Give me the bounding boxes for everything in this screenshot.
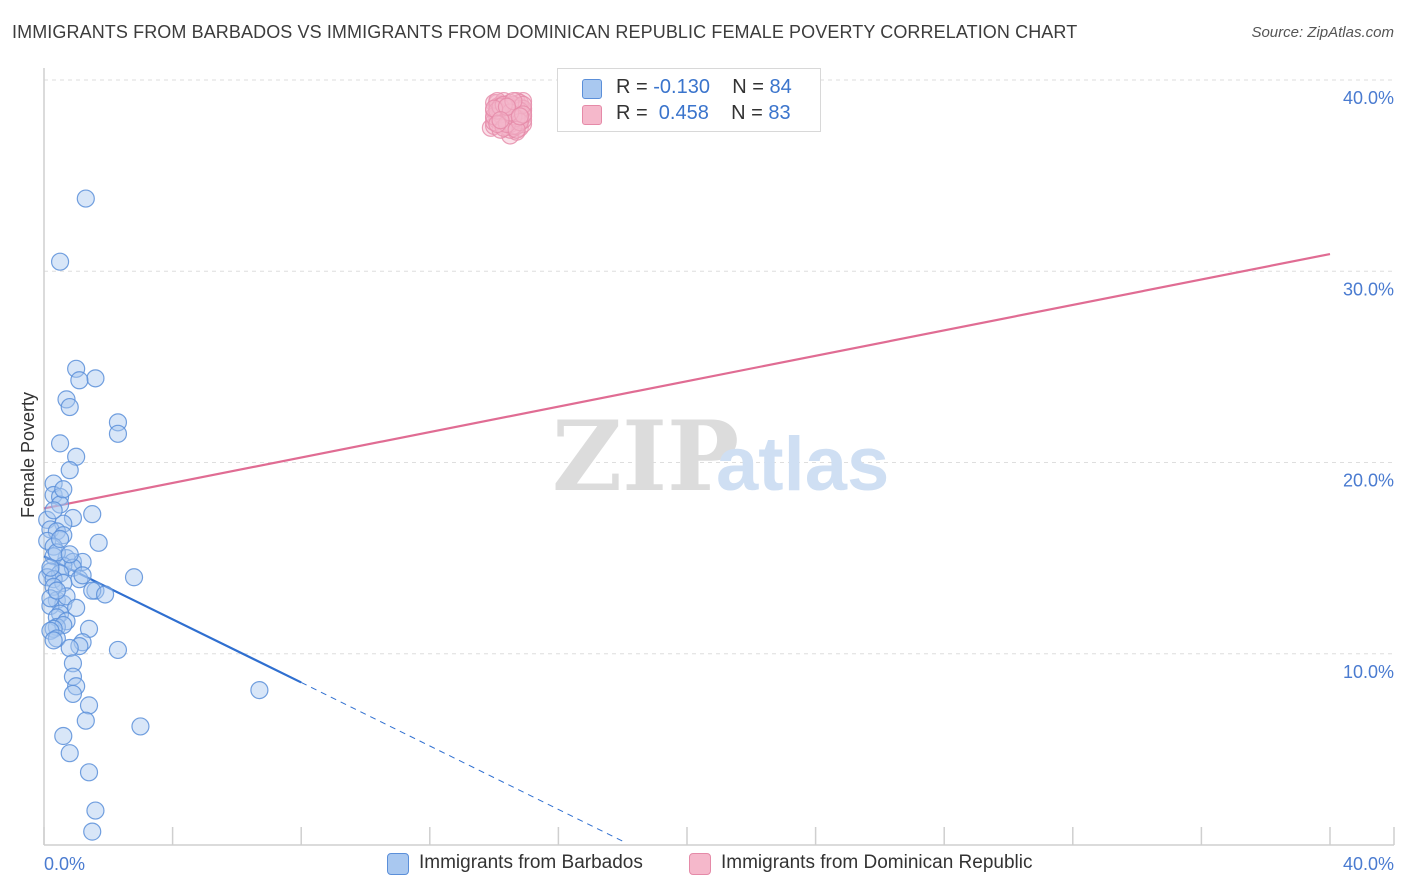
point-barbados bbox=[86, 369, 105, 388]
point-barbados bbox=[60, 461, 79, 480]
point-barbados bbox=[60, 397, 79, 417]
point-barbados bbox=[60, 545, 79, 564]
point-dominican-republic bbox=[513, 105, 533, 124]
point-barbados bbox=[250, 680, 269, 700]
r-value: -0.130 bbox=[653, 76, 710, 98]
point-barbados bbox=[70, 371, 89, 390]
axes bbox=[43, 68, 1395, 846]
point-barbados bbox=[54, 480, 73, 499]
point-barbados bbox=[83, 822, 102, 841]
x-tick-label: 0.0% bbox=[44, 854, 85, 874]
point-barbados bbox=[47, 629, 66, 648]
point-barbados bbox=[47, 581, 66, 600]
y-tick-label: 30.0% bbox=[1343, 279, 1394, 299]
point-barbados bbox=[124, 568, 144, 587]
dominican-swatch bbox=[689, 853, 711, 875]
trend-line-barbados bbox=[43, 555, 302, 684]
point-barbados bbox=[44, 501, 63, 520]
legend-label: Immigrants from Barbados bbox=[419, 852, 643, 873]
point-barbados bbox=[67, 598, 86, 617]
barbados-swatch bbox=[582, 79, 602, 99]
point-barbados bbox=[67, 359, 86, 378]
point-barbados bbox=[86, 801, 105, 820]
legend-label: Immigrants from Dominican Republic bbox=[721, 852, 1033, 873]
n-label: N = bbox=[732, 76, 770, 98]
point-barbados bbox=[50, 252, 70, 271]
point-barbados bbox=[76, 189, 95, 208]
point-barbados bbox=[41, 596, 60, 616]
point-barbados bbox=[83, 505, 102, 524]
point-barbados bbox=[41, 558, 60, 577]
trend-line-barbados-extension bbox=[300, 681, 623, 842]
point-barbados bbox=[38, 568, 57, 587]
chart-title: IMMIGRANTS FROM BARBADOS VS IMMIGRANTS F… bbox=[12, 22, 1078, 42]
stats-text: R = 0.458 N = 83 bbox=[616, 102, 791, 125]
point-barbados bbox=[108, 424, 128, 443]
point-barbados bbox=[44, 485, 63, 505]
point-dominican-republic bbox=[507, 120, 526, 139]
series-barbados-points bbox=[38, 189, 269, 841]
watermark-atlas: atlas bbox=[716, 422, 889, 507]
n-value: 83 bbox=[768, 102, 791, 124]
source-credit: Source: ZipAtlas.com bbox=[1251, 24, 1394, 41]
point-barbados bbox=[60, 744, 79, 763]
y-tick-label: 20.0% bbox=[1343, 471, 1394, 491]
point-barbados bbox=[108, 640, 128, 660]
dominican-swatch bbox=[582, 105, 602, 125]
point-barbados bbox=[54, 726, 73, 746]
y-tick-label: 10.0% bbox=[1343, 662, 1394, 682]
trend-lines bbox=[43, 252, 1331, 842]
point-barbados bbox=[63, 684, 83, 704]
stats-text: R = -0.130 N = 84 bbox=[616, 76, 792, 99]
point-barbados bbox=[76, 711, 95, 730]
point-barbados bbox=[73, 566, 92, 585]
legend: Immigrants from Barbados Immigrants from… bbox=[0, 850, 1406, 878]
point-barbados bbox=[44, 570, 63, 589]
point-dominican-republic bbox=[494, 95, 513, 114]
point-barbados bbox=[79, 696, 99, 715]
r-value: 0.458 bbox=[653, 102, 709, 124]
watermark-zip: ZIP bbox=[552, 400, 739, 513]
x-tick-label: 40.0% bbox=[1343, 854, 1394, 874]
y-tick-label: 40.0% bbox=[1343, 88, 1394, 108]
point-dominican-republic bbox=[510, 107, 529, 126]
r-label: R = bbox=[616, 102, 654, 124]
point-barbados bbox=[95, 585, 115, 604]
point-dominican-republic bbox=[491, 111, 510, 130]
point-barbados bbox=[50, 434, 70, 453]
point-barbados bbox=[131, 717, 150, 736]
y-axis-label: Female Poverty bbox=[18, 392, 38, 518]
point-barbados bbox=[44, 631, 63, 650]
point-barbados bbox=[89, 533, 108, 552]
tick-labels: 10.0% 20.0% 30.0% 40.0% 0.0% 40.0% bbox=[44, 88, 1394, 874]
point-barbados bbox=[79, 763, 99, 782]
stats-box: R = -0.130 N = 84 R = 0.458 N = 83 bbox=[557, 68, 821, 132]
r-label: R = bbox=[616, 76, 654, 98]
point-barbados bbox=[60, 638, 79, 658]
point-barbados bbox=[63, 508, 83, 528]
grid-lines bbox=[44, 79, 1394, 655]
n-label: N = bbox=[731, 102, 769, 124]
trend-line-dominican-republic bbox=[43, 252, 1331, 510]
point-barbados bbox=[63, 654, 83, 673]
barbados-swatch bbox=[387, 853, 409, 875]
point-barbados bbox=[50, 529, 70, 549]
n-value: 84 bbox=[769, 76, 792, 98]
